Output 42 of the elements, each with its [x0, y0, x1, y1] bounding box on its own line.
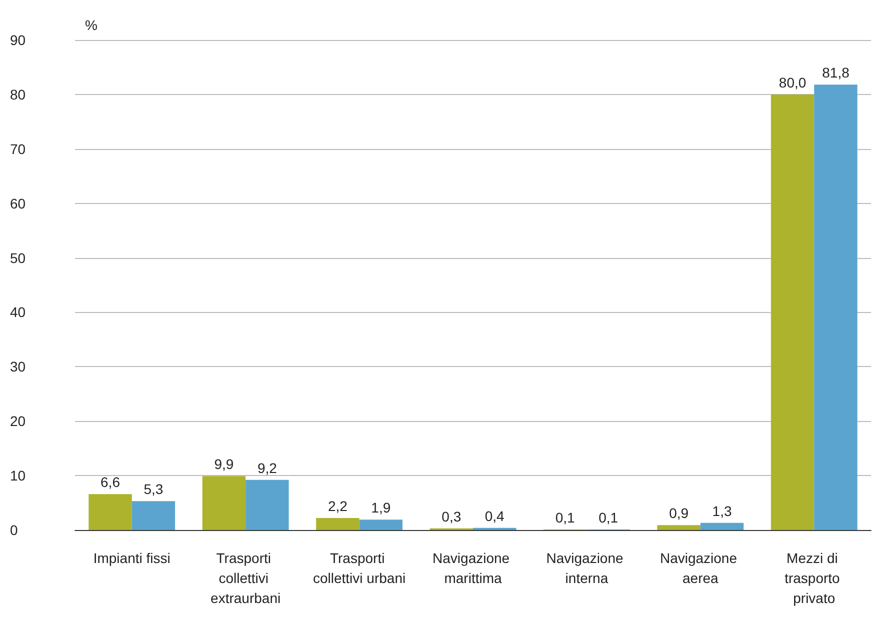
data-label: 81,8 — [822, 64, 850, 81]
y-tick-label: 0 — [10, 522, 18, 538]
data-label: 80,0 — [778, 74, 806, 90]
y-tick-label: 10 — [10, 468, 26, 484]
data-label: 0,4 — [484, 508, 505, 524]
y-axis-title: % — [85, 17, 98, 33]
data-label: 1,3 — [712, 502, 732, 519]
bar — [770, 94, 814, 530]
data-label: 5,3 — [144, 481, 164, 498]
bar — [700, 522, 744, 530]
bar — [657, 525, 700, 530]
bar — [316, 518, 360, 530]
data-label: 0,3 — [442, 508, 462, 524]
x-tick-label: Impianti fissi — [93, 550, 170, 566]
x-tick-label: Navigazione interna — [546, 550, 628, 586]
data-label: 9,2 — [257, 460, 278, 476]
y-tick-label: 20 — [10, 413, 26, 430]
x-tick-label: Navigazione aerea — [660, 550, 741, 586]
y-tick-label: 70 — [10, 140, 26, 157]
bar — [132, 501, 176, 530]
x-tick-label: Navigazione marittima — [432, 550, 514, 586]
data-label: 9,9 — [214, 456, 234, 472]
bar — [814, 84, 858, 530]
x-tick-label: Mezzi di trasporto privato — [784, 550, 844, 606]
data-label: 6,6 — [100, 474, 120, 490]
y-tick-label: 60 — [10, 195, 26, 212]
data-label: 0,1 — [555, 509, 576, 526]
y-tick-label: 30 — [10, 358, 26, 375]
bar — [359, 520, 402, 530]
x-tick-label: Trasporti collettivi urbani — [312, 550, 406, 586]
data-label: 1,9 — [371, 500, 391, 516]
bar — [202, 476, 246, 530]
x-tick-label: Trasporti collettivi extraurbani — [210, 550, 281, 606]
y-tick-label: 40 — [10, 304, 26, 320]
y-tick-label: 50 — [10, 250, 26, 266]
y-tick-label: 80 — [10, 86, 26, 102]
data-label: 0,1 — [598, 509, 618, 526]
bar — [246, 480, 289, 530]
data-label: 0,9 — [669, 505, 689, 522]
bar — [88, 494, 132, 530]
data-label: 2,2 — [328, 498, 348, 514]
y-tick-label: 90 — [10, 32, 26, 48]
